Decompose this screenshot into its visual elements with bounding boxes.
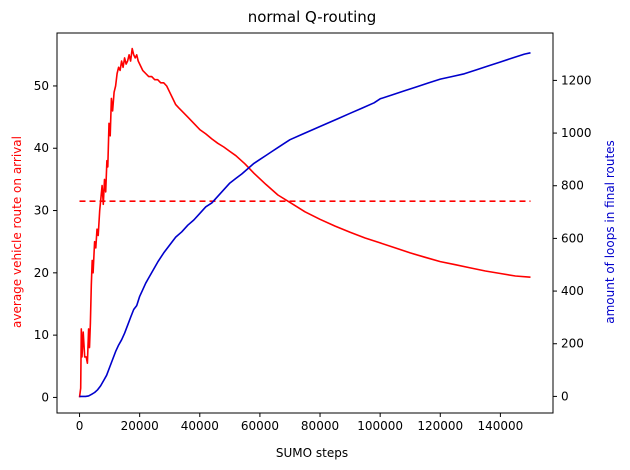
x-tick-label: 120000 bbox=[417, 419, 463, 433]
x-tick-label: 100000 bbox=[357, 419, 403, 433]
series-line-left bbox=[78, 47, 531, 398]
y-axis-right: 0 200 400 600 800 1000 1200 bbox=[553, 73, 592, 403]
x-tick-label: 60000 bbox=[241, 419, 279, 433]
x-tick-label: 140000 bbox=[477, 419, 523, 433]
y-left-tick-label: 0 bbox=[41, 390, 49, 404]
y-left-tick-label: 40 bbox=[34, 141, 49, 155]
y-left-tick-label: 20 bbox=[34, 266, 49, 280]
y-left-tick-label: 50 bbox=[34, 79, 49, 93]
x-tick-label: 40000 bbox=[181, 419, 219, 433]
y-right-tick-label: 1000 bbox=[561, 126, 592, 140]
y-right-tick-label: 800 bbox=[561, 179, 584, 193]
series-line-right bbox=[79, 52, 531, 398]
chart-title: normal Q-routing bbox=[248, 8, 377, 26]
x-axis: 0 20000 40000 60000 80000 100000 120000 140000 bbox=[76, 413, 523, 433]
y-left-tick-label: 10 bbox=[34, 328, 49, 342]
y-right-tick-label: 600 bbox=[561, 231, 584, 245]
y-right-tick-label: 200 bbox=[561, 337, 584, 351]
x-tick-label: 0 bbox=[76, 419, 84, 433]
x-axis-label: SUMO steps bbox=[276, 446, 348, 460]
y-axis-label-left: average vehicle route on arrival bbox=[10, 136, 24, 328]
plot-frame bbox=[56, 32, 554, 414]
plot-area bbox=[78, 47, 531, 398]
y-axis-left: 0 10 20 30 40 50 bbox=[34, 79, 57, 404]
y-right-tick-label: 400 bbox=[561, 284, 584, 298]
y-axis-label-right: amount of loops in final routes bbox=[603, 140, 617, 324]
x-tick-label: 80000 bbox=[301, 419, 339, 433]
y-left-tick-label: 30 bbox=[34, 204, 49, 218]
y-right-tick-label: 0 bbox=[561, 389, 569, 403]
x-tick-label: 20000 bbox=[121, 419, 159, 433]
y-right-tick-label: 1200 bbox=[561, 73, 592, 87]
